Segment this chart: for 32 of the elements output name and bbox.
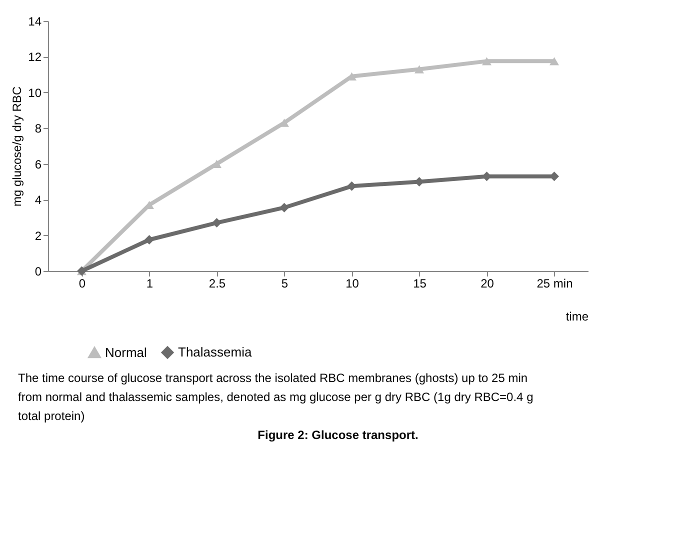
point [414, 65, 424, 74]
text: The time course of glucose transport across the isolated RBC membranes (ghosts) up to 25 min from normal and thalassemic samples, denoted as mg glucose per g dry RBC (1g dry RBC=0.4 g total protein) [18, 371, 534, 423]
point [144, 235, 154, 244]
y-tick-label: 14 [28, 14, 42, 28]
y-tick-label: 4 [34, 193, 42, 208]
x-tick-label: 1 [146, 276, 154, 290]
y-tick-label: 12 [28, 50, 42, 64]
y-tick-label: 6 [34, 157, 42, 172]
y-axis-title: mg glucose/g dry RBC [10, 86, 24, 207]
point [482, 172, 492, 182]
legend-label: Thalassemia [178, 344, 252, 360]
y-tick-label: 10 [28, 86, 42, 100]
x-axis-title: time [566, 310, 589, 324]
x-tick-label: 10 [346, 276, 360, 290]
caption: Figure 2: Glucose transport. [258, 428, 418, 442]
point [482, 57, 492, 66]
point [280, 202, 289, 212]
y-tick-label: 2 [34, 228, 42, 243]
point [414, 176, 424, 186]
point [550, 172, 559, 182]
point [347, 181, 356, 191]
x-tick-label: 0 [78, 276, 86, 290]
y-tick-label: 0 [34, 264, 42, 278]
point [550, 57, 559, 66]
x-tick-label: 2.5 [208, 276, 226, 290]
y-tick-label: 8 [34, 122, 42, 136]
legend-label: Normal [105, 344, 148, 360]
x-tick-label: 25 min [536, 276, 573, 290]
x-tick-label: 20 [480, 276, 494, 290]
x-tick-label: 15 [413, 276, 427, 290]
point [212, 218, 222, 228]
x-tick-label: 5 [281, 276, 288, 290]
